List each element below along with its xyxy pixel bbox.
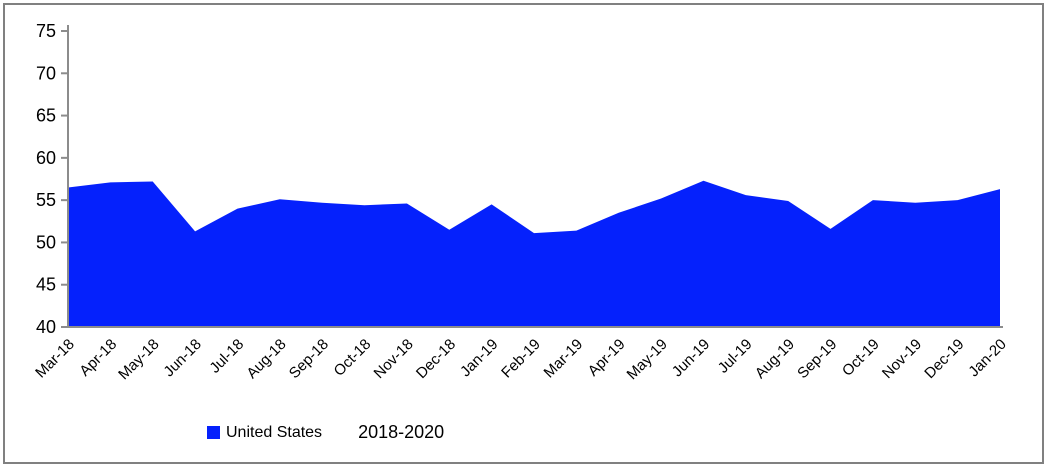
x-axis-tick-label: Dec-19 [921, 336, 967, 382]
legend-series-label: United States [226, 423, 323, 441]
x-axis-tick-label: Jul-19 [715, 336, 756, 377]
x-axis-tick-label: Sep-18 [286, 336, 332, 382]
x-axis-tick-label: Apr-19 [585, 336, 629, 380]
y-axis-tick-label: 55 [36, 190, 56, 210]
x-axis-tick-label: Apr-18 [76, 336, 120, 380]
y-axis-tick-label: 40 [36, 317, 56, 337]
y-axis-tick-label: 75 [36, 21, 56, 41]
y-axis-tick-label: 70 [36, 63, 56, 83]
x-axis-tick-label: Feb-19 [498, 336, 544, 382]
x-axis-tick-label: Jun-19 [669, 336, 713, 380]
axis-lines [61, 25, 1003, 328]
x-axis-tick-label: Jun-18 [160, 336, 204, 380]
x-axis-tick-label: Aug-19 [752, 336, 798, 382]
y-axis-tick-label: 50 [36, 232, 56, 252]
x-axis-tick-label: May-19 [624, 336, 671, 383]
x-axis-tick-label: Mar-19 [541, 336, 587, 382]
area-series-united-states [68, 180, 1000, 327]
x-axis-tick-label: Jul-18 [206, 336, 247, 377]
x-axis-tick-label: Sep-19 [794, 336, 840, 382]
legend-swatch-icon [207, 426, 220, 439]
x-axis-tick-label: Oct-18 [331, 336, 375, 380]
y-axis-tick-label: 65 [36, 106, 56, 126]
x-axis-tick-label: Oct-19 [839, 336, 883, 380]
x-axis-tick-label: May-18 [115, 336, 162, 383]
chart-legend: United States 2018-2020 [207, 422, 444, 443]
x-axis-tick-label: Aug-18 [243, 336, 289, 382]
x-axis-tick-label: Jan-20 [965, 336, 1009, 380]
x-axis-tick-label: Dec-18 [413, 336, 459, 382]
x-axis-tick-label: Mar-18 [32, 336, 78, 382]
x-axis-tick-label: Nov-18 [371, 336, 417, 382]
y-axis-tick-label: 45 [36, 275, 56, 295]
legend-range-label: 2018-2020 [358, 422, 445, 442]
y-axis-tick-label: 60 [36, 148, 56, 168]
x-axis-tick-label: Jan-19 [457, 336, 501, 380]
x-axis-tick-label: Nov-19 [879, 336, 925, 382]
